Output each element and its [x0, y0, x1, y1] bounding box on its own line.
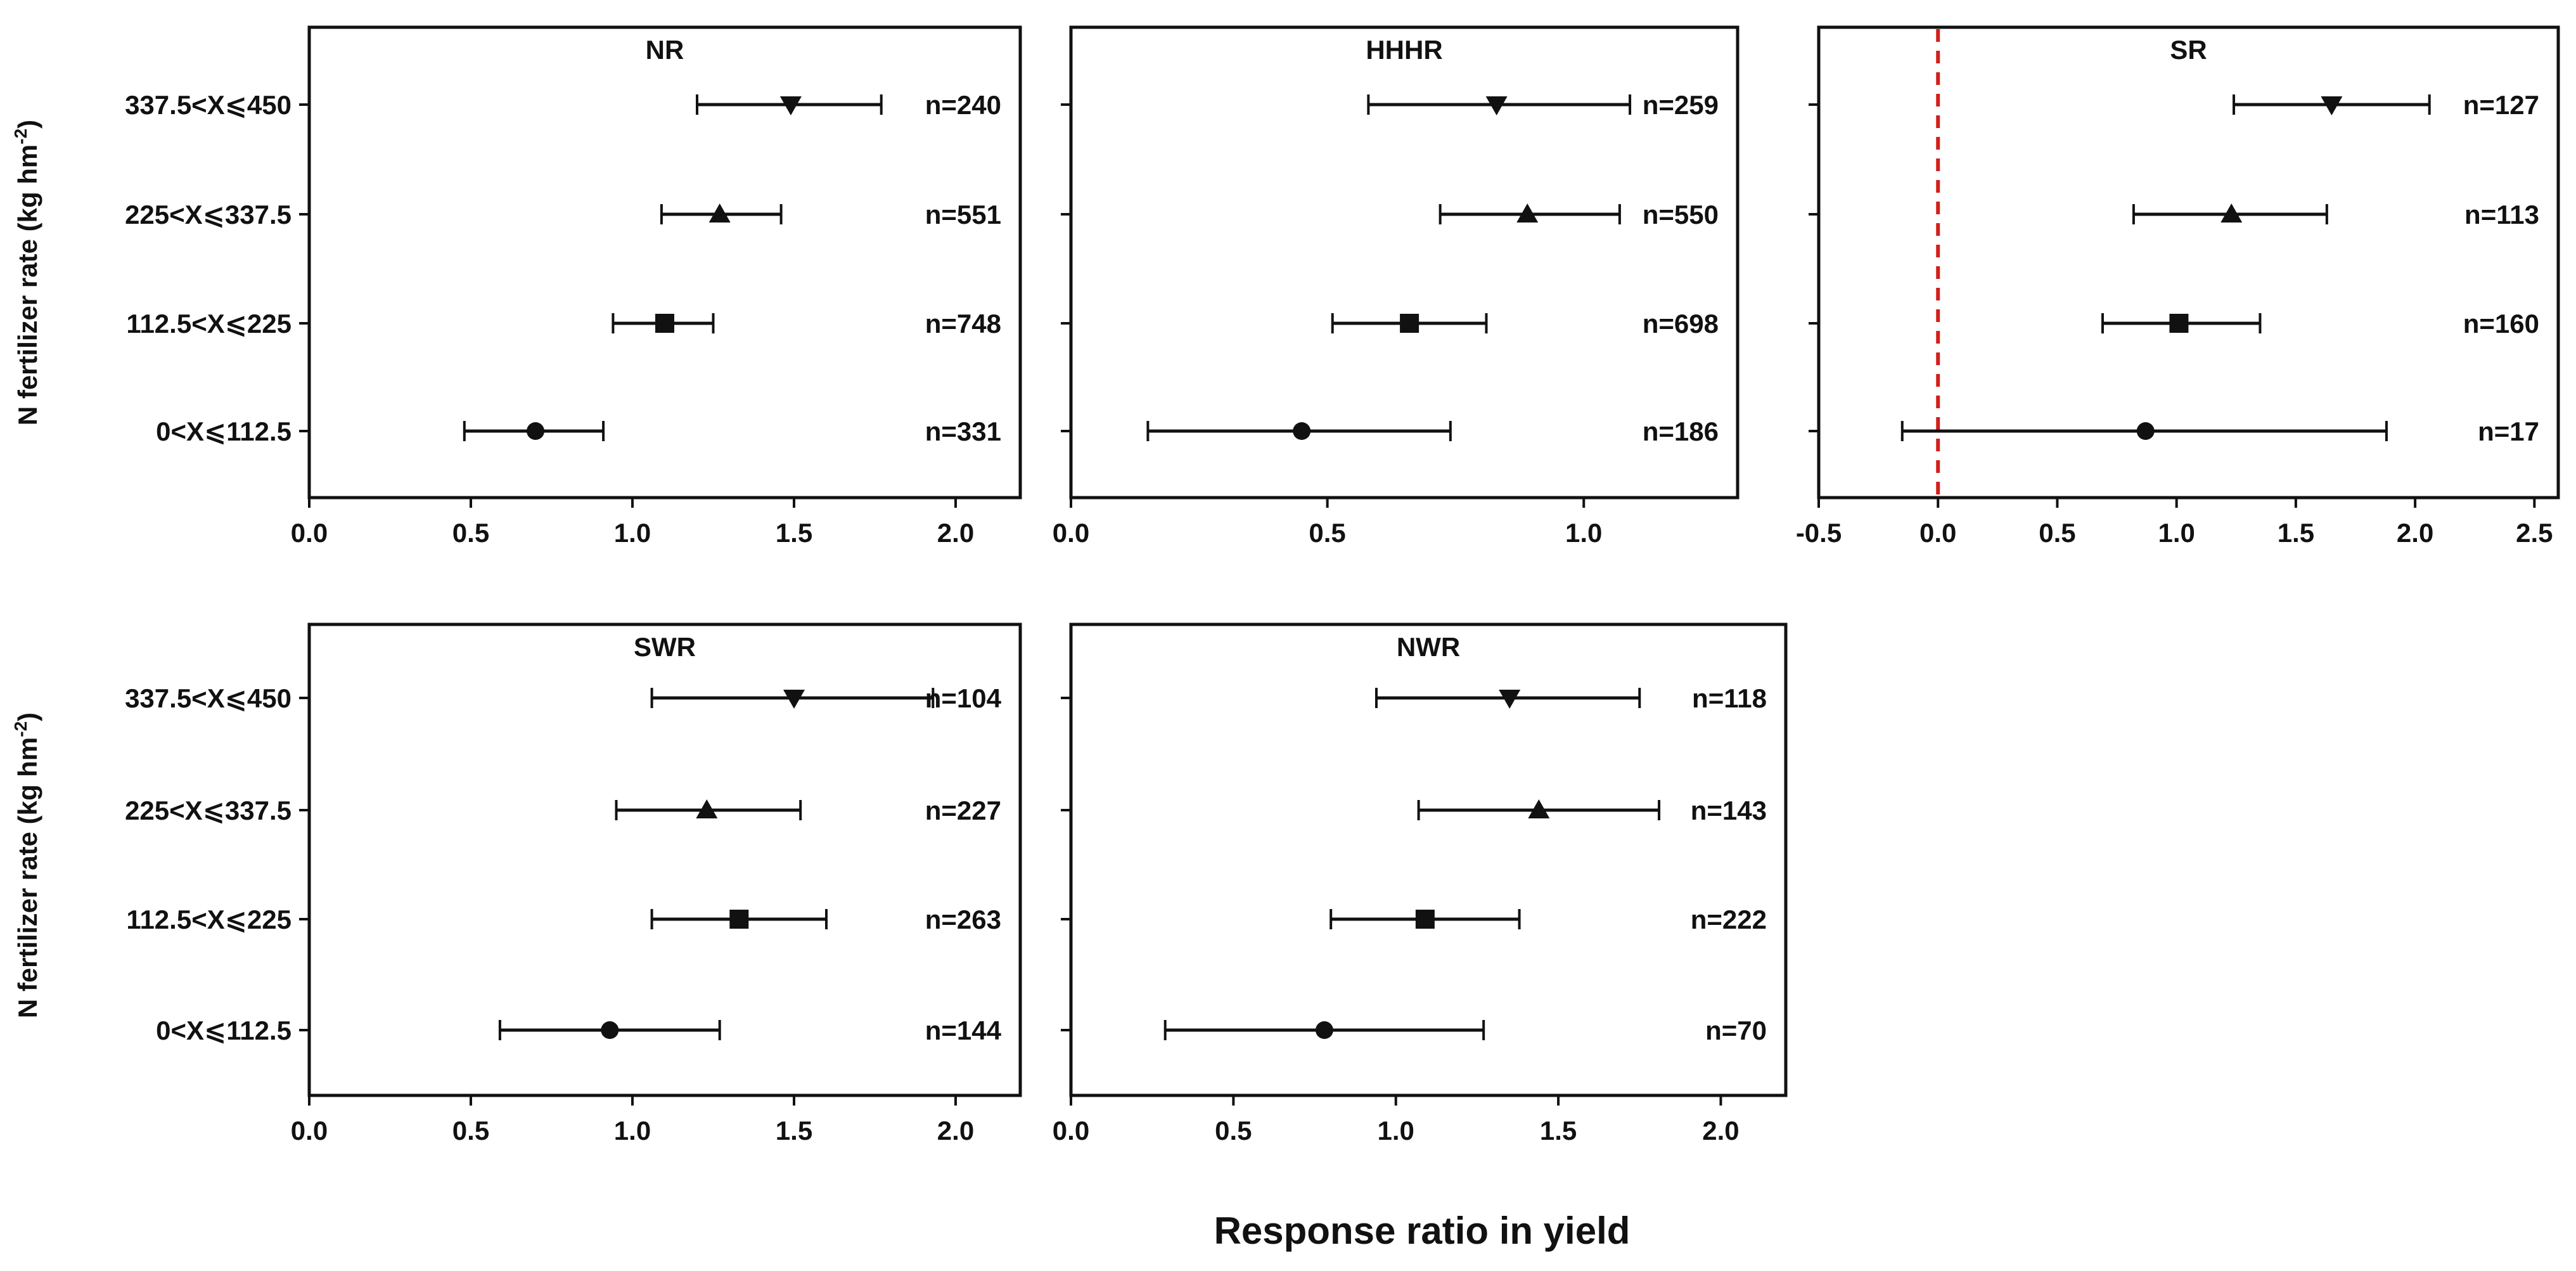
x-tick-label: 1.0 [1565, 518, 1602, 548]
n-label: n=160 [2463, 309, 2539, 339]
x-tick-label: 0.5 [452, 518, 489, 548]
data-point-circle [1293, 422, 1311, 440]
data-point-triangle-down [779, 96, 802, 115]
panel-frame [307, 25, 1022, 500]
data-point-triangle-down [783, 690, 805, 709]
y-axis-label-top: N fertilizer rate (kg hm-2) [11, 120, 42, 425]
x-tick-label: 0.5 [1309, 518, 1345, 548]
x-tick-label: 2.0 [937, 1116, 974, 1145]
panels-group: NR 0.0 0.5 1.0 1.5 2.0 337.5<X⩽450 n=240 225<X⩽3… [125, 25, 2560, 1145]
data-point-square [729, 910, 749, 929]
x-tick-label: 2.0 [937, 518, 974, 548]
x-tick-label: 1.0 [614, 518, 651, 548]
n-label: n=550 [1643, 200, 1719, 229]
x-tick-label: 0.0 [291, 518, 328, 548]
n-label: n=143 [1691, 796, 1767, 825]
x-tick-label: 0.5 [452, 1116, 489, 1145]
x-tick-label: 1.0 [1378, 1116, 1414, 1145]
category-label: 112.5<X⩽225 [126, 905, 292, 934]
data-point-square [1415, 910, 1435, 929]
panel-title: SR [2170, 35, 2207, 65]
panel-title: NWR [1397, 632, 1460, 662]
data-point-triangle-up [1528, 799, 1550, 818]
y-axis-label-bottom: N fertilizer rate (kg hm-2) [11, 713, 42, 1018]
n-label: n=263 [925, 905, 1001, 934]
n-label: n=240 [925, 90, 1001, 120]
panel-frame [1817, 25, 2560, 500]
n-label: n=748 [925, 309, 1001, 339]
n-label: n=17 [2478, 416, 2539, 446]
x-tick-label: 0.0 [1053, 518, 1089, 548]
panel-hhhr: HHHR 0.0 0.5 1.0 n=259 n=550 n=698 n=186 [1053, 25, 1740, 548]
n-label: n=186 [1643, 416, 1719, 446]
n-label: n=118 [1692, 683, 1767, 713]
n-label: n=127 [2463, 90, 2539, 120]
panel-title: HHHR [1366, 35, 1442, 65]
x-tick-label: 0.5 [2039, 518, 2075, 548]
panel-swr: SWR 0.0 0.5 1.0 1.5 2.0 337.5<X⩽450 n=104 225<X⩽… [125, 623, 1022, 1145]
n-label: n=144 [925, 1016, 1002, 1045]
x-tick-label: 1.0 [2158, 518, 2195, 548]
x-tick-label: 0.5 [1215, 1116, 1252, 1145]
n-label: n=70 [1705, 1016, 1767, 1045]
n-label: n=104 [925, 683, 1002, 713]
panel-frame [307, 623, 1022, 1097]
panel-sr: SR -0.5 0.0 0.5 1.0 1.5 2.0 2.5 n=127 n=113 n=160 n… [1796, 25, 2560, 548]
category-label: 225<X⩽337.5 [125, 200, 292, 229]
data-point-circle [1315, 1021, 1333, 1039]
data-point-square [1400, 314, 1419, 333]
x-tick-label: 2.5 [2516, 518, 2553, 548]
x-tick-label: 1.0 [614, 1116, 651, 1145]
panel-frame [1069, 623, 1788, 1097]
x-tick-label: 1.5 [1540, 1116, 1577, 1145]
category-label: 337.5<X⩽450 [125, 683, 292, 713]
x-tick-label: -0.5 [1796, 518, 1842, 548]
n-label: n=113 [2464, 200, 2539, 229]
x-tick-label: 2.0 [2397, 518, 2433, 548]
data-point-circle [601, 1021, 619, 1039]
x-axis-label: Response ratio in yield [1214, 1210, 1631, 1252]
x-tick-label: 2.0 [1702, 1116, 1739, 1145]
panel-title: NR [646, 35, 684, 65]
data-point-triangle-down [2321, 96, 2343, 115]
category-label: 112.5<X⩽225 [126, 309, 292, 339]
category-label: 0<X⩽112.5 [156, 1016, 292, 1045]
panel-nwr: NWR 0.0 0.5 1.0 1.5 2.0 n=118 n=143 n=222 n=70 [1053, 623, 1788, 1145]
n-label: n=698 [1643, 309, 1719, 339]
x-tick-label: 0.0 [1053, 1116, 1089, 1145]
n-label: n=551 [925, 200, 1001, 229]
data-point-triangle-up [2220, 203, 2243, 223]
data-point-triangle-down [1485, 96, 1508, 115]
x-tick-label: 0.0 [1919, 518, 1956, 548]
panel-nr: NR 0.0 0.5 1.0 1.5 2.0 337.5<X⩽450 n=240 225<X⩽3… [125, 25, 1022, 548]
x-tick-label: 1.5 [776, 1116, 812, 1145]
category-label: 0<X⩽112.5 [156, 416, 292, 446]
x-tick-label: 1.5 [776, 518, 812, 548]
data-point-triangle-up [708, 203, 731, 223]
category-label: 225<X⩽337.5 [125, 796, 292, 825]
x-tick-label: 1.5 [2278, 518, 2314, 548]
data-point-triangle-up [696, 799, 718, 818]
n-label: n=222 [1691, 905, 1767, 934]
x-tick-label: 0.0 [291, 1116, 328, 1145]
data-point-triangle-down [1499, 690, 1521, 709]
data-point-triangle-up [1516, 203, 1539, 223]
n-label: n=259 [1643, 90, 1719, 120]
data-point-square [2169, 314, 2189, 333]
data-point-square [655, 314, 674, 333]
category-label: 337.5<X⩽450 [125, 90, 292, 120]
data-point-circle [2136, 422, 2155, 440]
n-label: n=331 [925, 416, 1001, 446]
n-label: n=227 [925, 796, 1001, 825]
data-point-circle [527, 422, 544, 440]
panel-title: SWR [634, 632, 696, 662]
panel-frame [1069, 25, 1740, 500]
